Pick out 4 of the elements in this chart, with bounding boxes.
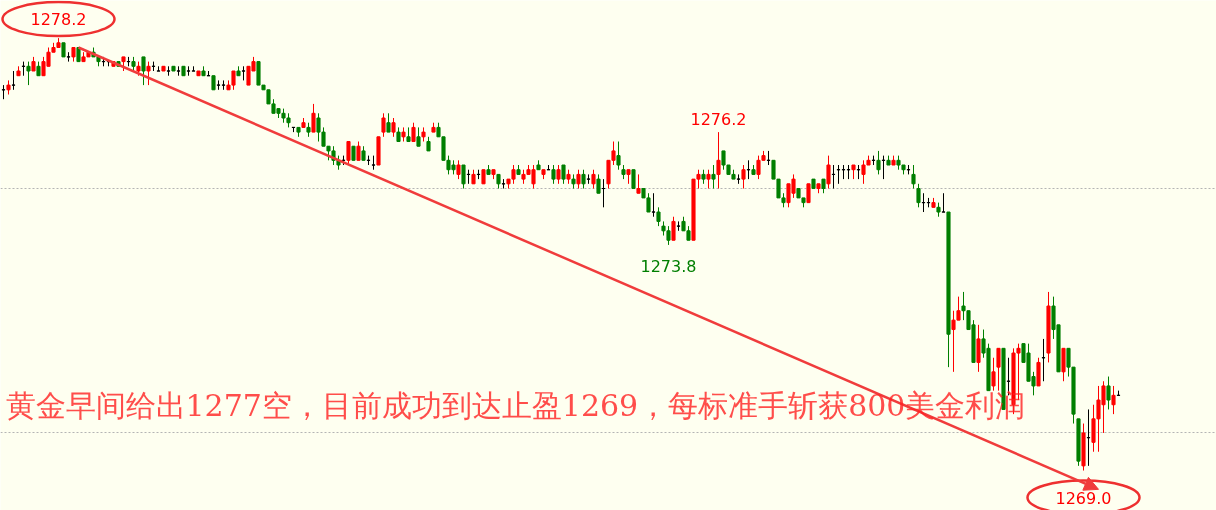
annotation: 1278.2	[30, 10, 87, 30]
annotation: 1269.0	[1055, 488, 1112, 508]
annotation: 1276.2	[690, 110, 747, 130]
annotation: 1273.8	[640, 256, 697, 276]
